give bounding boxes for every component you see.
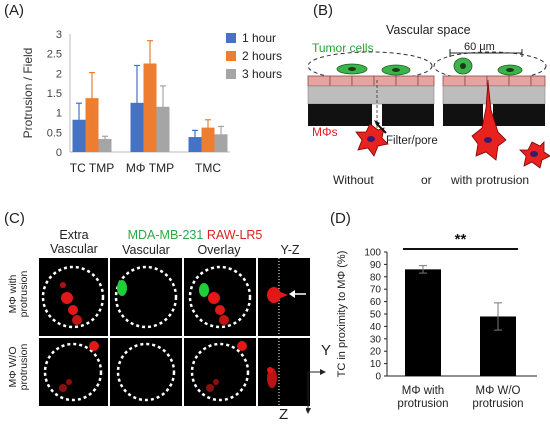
legend-swatch — [226, 51, 236, 61]
panel-b-tag: (B) — [313, 2, 333, 19]
micrograph-overlay-without — [184, 338, 256, 406]
x-category-label: TC TMP — [70, 161, 114, 175]
x-category-label: TMC — [195, 161, 221, 175]
endothelial-layer-left — [307, 75, 435, 87]
axis-y-label: Y — [321, 342, 332, 359]
row-label-with-protrusion: MΦ with protrusion — [7, 270, 30, 318]
micrograph-overlay-with — [184, 258, 256, 336]
bar — [214, 134, 228, 152]
x-category-label: protrusion — [472, 398, 523, 410]
y-tick-label: 60 — [370, 297, 382, 308]
y-tick-label: 80 — [370, 272, 382, 283]
y-axis-label: Protrusion / Field — [21, 48, 35, 139]
micrograph-yz-with — [258, 258, 310, 336]
x-category-label: MΦ with — [402, 385, 444, 397]
panel-a-tag: (A) — [4, 2, 24, 19]
bar — [98, 139, 112, 152]
vascular-space-label: Vascular space — [386, 23, 471, 37]
scale-bar-label: 60 μm — [464, 41, 495, 53]
row-label-without-protrusion: MΦ W/O protrusion — [7, 343, 30, 391]
header-yz: Y-Z — [280, 243, 300, 257]
legend-label: 1 hour — [242, 31, 276, 45]
membrane-right — [442, 85, 546, 105]
bar — [201, 127, 215, 152]
y-tick-label: 20 — [370, 347, 382, 358]
x-category-label: protrusion — [397, 398, 448, 410]
bar — [143, 63, 157, 152]
with-protrusion-label: with protrusion — [450, 173, 529, 187]
y-tick-label: 2.5 — [47, 49, 62, 61]
yz-axis-indicator — [306, 369, 326, 414]
micrograph-extravascular-without — [39, 338, 108, 406]
panel-d-tag: (D) — [330, 210, 351, 227]
y-tick-label: 40 — [370, 322, 382, 333]
x-category-label: MΦ TMP — [126, 161, 174, 175]
y-tick-label: 90 — [370, 260, 382, 271]
y-tick-label: 0 — [56, 147, 62, 159]
panel-a-bar-chart: 0 0.5 1 1.5 2 2.5 3 Protrusion / Field TC TMP MΦ … — [21, 29, 282, 175]
legend-swatch — [226, 69, 236, 79]
significance-label: ** — [455, 231, 467, 248]
bar — [188, 137, 202, 152]
legend-swatch — [226, 33, 236, 43]
y-tick-label: 70 — [370, 285, 382, 296]
header-cell-lines: MDA-MB-231 RAW-LR5 — [127, 228, 263, 242]
panel-b-transwell-schematic: Vascular space Tumor cells 60 μm MΦs Fi — [307, 23, 550, 187]
header-overlay: Overlay — [197, 243, 241, 257]
y-tick-label: 50 — [370, 310, 382, 321]
bar — [85, 98, 99, 152]
filter-left — [308, 104, 434, 126]
header-vascular: Vascular — [122, 243, 170, 257]
panel-c-tag: (C) — [4, 210, 25, 227]
tumor-cells-label: Tumor cells — [312, 41, 374, 55]
filter-pore-label: Filter/pore — [386, 135, 438, 147]
micrograph-vascular-without — [110, 338, 182, 406]
header-extra-vascular: Extra Vascular — [50, 228, 98, 256]
legend-label: 3 hours — [242, 67, 282, 81]
y-tick-label: 2 — [56, 68, 62, 80]
bar — [156, 106, 170, 152]
filter-right — [443, 104, 545, 126]
y-tick-label: 0.5 — [47, 127, 62, 139]
micrograph-yz-without — [258, 338, 310, 406]
or-label: or — [421, 173, 432, 187]
x-category-label: MΦ W/O — [476, 385, 521, 397]
micrograph-extravascular-with — [39, 258, 108, 336]
macrophages-label: MΦs — [312, 125, 338, 139]
without-label: Without — [333, 173, 374, 187]
macrophage-with-protrusion — [471, 81, 507, 161]
y-tick-label: 10 — [370, 359, 382, 370]
y-tick-label: 0 — [375, 372, 381, 383]
y-tick-label: 3 — [56, 29, 62, 41]
endothelial-layer-right — [442, 75, 546, 87]
y-axis-label: TC in proximity to MΦ (%) — [336, 251, 348, 378]
y-tick-label: 1 — [56, 108, 62, 120]
y-tick-label: 30 — [370, 334, 382, 345]
y-tick-label: 1.5 — [47, 88, 62, 100]
axis-z-label: Z — [279, 406, 289, 423]
y-tick-label: 100 — [364, 248, 381, 259]
membrane-left — [307, 85, 435, 105]
legend-label: 2 hours — [242, 49, 282, 63]
bar — [405, 269, 441, 376]
micrograph-vascular-with — [110, 258, 182, 336]
